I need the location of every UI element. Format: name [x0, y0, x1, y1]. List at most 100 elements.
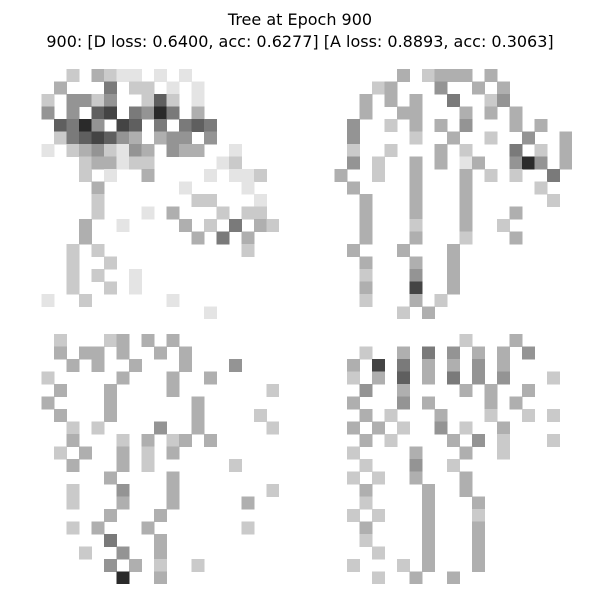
- sample-pixel: [66, 359, 80, 372]
- sample-pixel: [459, 181, 473, 195]
- sample-pixel: [459, 206, 473, 220]
- sample-4-pixel-grid: [347, 334, 560, 584]
- sample-pixel: [434, 119, 448, 132]
- sample-pixel: [66, 256, 80, 270]
- sample-pixel: [129, 144, 142, 157]
- sample-pixel: [422, 509, 435, 522]
- sample-pixel: [266, 219, 279, 232]
- sample-pixel: [79, 94, 92, 107]
- sample-pixel: [216, 231, 230, 245]
- sample-pixel: [116, 346, 130, 360]
- sample-pixel: [166, 434, 180, 447]
- sample-pixel: [91, 144, 105, 157]
- sample-pixel: [104, 144, 117, 157]
- sample-pixel: [141, 434, 155, 447]
- sample-pixel: [241, 181, 255, 195]
- sample-pixel: [447, 94, 460, 107]
- sample-pixel: [141, 459, 155, 472]
- sample-pixel: [191, 94, 205, 107]
- sample-pixel: [166, 144, 180, 157]
- sample-pixel: [509, 156, 523, 170]
- sample-pixel: [347, 144, 360, 157]
- sample-pixel: [347, 471, 360, 485]
- sample-pixel: [154, 106, 167, 120]
- sample-pixel: [154, 94, 167, 107]
- sample-pixel: [104, 409, 117, 422]
- sample-pixel: [179, 181, 192, 195]
- sample-pixel: [266, 384, 279, 397]
- sample-pixel: [472, 496, 485, 510]
- sample-pixel: [547, 434, 560, 447]
- sample-pixel: [422, 521, 435, 535]
- sample-pixel: [66, 69, 80, 82]
- sample-pixel: [359, 269, 373, 282]
- sample-pixel: [104, 169, 117, 182]
- sample-pixel: [191, 144, 205, 157]
- sample-pixel: [359, 219, 373, 232]
- sample-pixel: [359, 206, 373, 220]
- sample-pixel: [91, 131, 105, 145]
- sample-pixel: [459, 156, 473, 170]
- sample-pixel: [141, 169, 155, 182]
- sample-pixel: [116, 156, 130, 170]
- sample-pixel: [497, 346, 510, 360]
- sample-pixel: [79, 156, 92, 170]
- sample-pixel: [91, 194, 105, 207]
- sample-pixel: [384, 434, 398, 447]
- sample-pixel: [41, 371, 55, 385]
- sample-pixel: [79, 219, 92, 232]
- sample-pixel: [359, 106, 373, 120]
- sample-pixel: [154, 119, 167, 132]
- sample-pixel: [409, 571, 423, 584]
- sample-pixel: [66, 106, 80, 120]
- sample-pixel: [66, 144, 80, 157]
- sample-pixel: [141, 156, 155, 170]
- sample-pixel: [459, 106, 473, 120]
- sample-pixel: [166, 334, 180, 347]
- sample-pixel: [484, 131, 498, 145]
- sample-pixel: [91, 69, 105, 82]
- sample-pixel: [54, 131, 67, 145]
- sample-pixel: [191, 194, 205, 207]
- sample-pixel: [104, 156, 117, 170]
- sample-pixel: [166, 371, 180, 385]
- sample-pixel: [509, 334, 523, 347]
- sample-pixel: [104, 281, 117, 295]
- generated-sample-4: [322, 334, 572, 584]
- sample-pixel: [359, 256, 373, 270]
- sample-pixel: [447, 459, 460, 472]
- sample-pixel: [472, 156, 485, 170]
- sample-pixel: [359, 346, 373, 360]
- sample-pixel: [116, 459, 130, 472]
- sample-pixel: [434, 421, 448, 435]
- sample-pixel: [241, 231, 255, 245]
- sample-pixel: [204, 119, 217, 132]
- sample-pixel: [347, 396, 360, 410]
- sample-pixel: [91, 206, 105, 220]
- sample-pixel: [254, 219, 267, 232]
- sample-pixel: [422, 306, 435, 319]
- sample-pixel: [472, 559, 485, 572]
- sample-pixel: [497, 421, 510, 435]
- sample-pixel: [347, 559, 360, 572]
- sample-pixel: [434, 156, 448, 170]
- sample-pixel: [359, 459, 373, 472]
- sample-pixel: [141, 94, 155, 107]
- sample-pixel: [104, 94, 117, 107]
- sample-pixel: [359, 94, 373, 107]
- sample-pixel: [547, 409, 560, 422]
- sample-pixel: [79, 169, 92, 182]
- sample-pixel: [372, 371, 385, 385]
- sample-pixel: [129, 106, 142, 120]
- sample-pixel: [141, 334, 155, 347]
- sample-pixel: [359, 484, 373, 497]
- sample-pixel: [79, 144, 92, 157]
- sample-pixel: [104, 396, 117, 410]
- sample-pixel: [204, 219, 217, 232]
- sample-pixel: [179, 359, 192, 372]
- sample-pixel: [422, 346, 435, 360]
- sample-pixel: [372, 421, 385, 435]
- sample-pixel: [509, 119, 523, 132]
- sample-pixel: [472, 81, 485, 95]
- sample-pixel: [104, 559, 117, 572]
